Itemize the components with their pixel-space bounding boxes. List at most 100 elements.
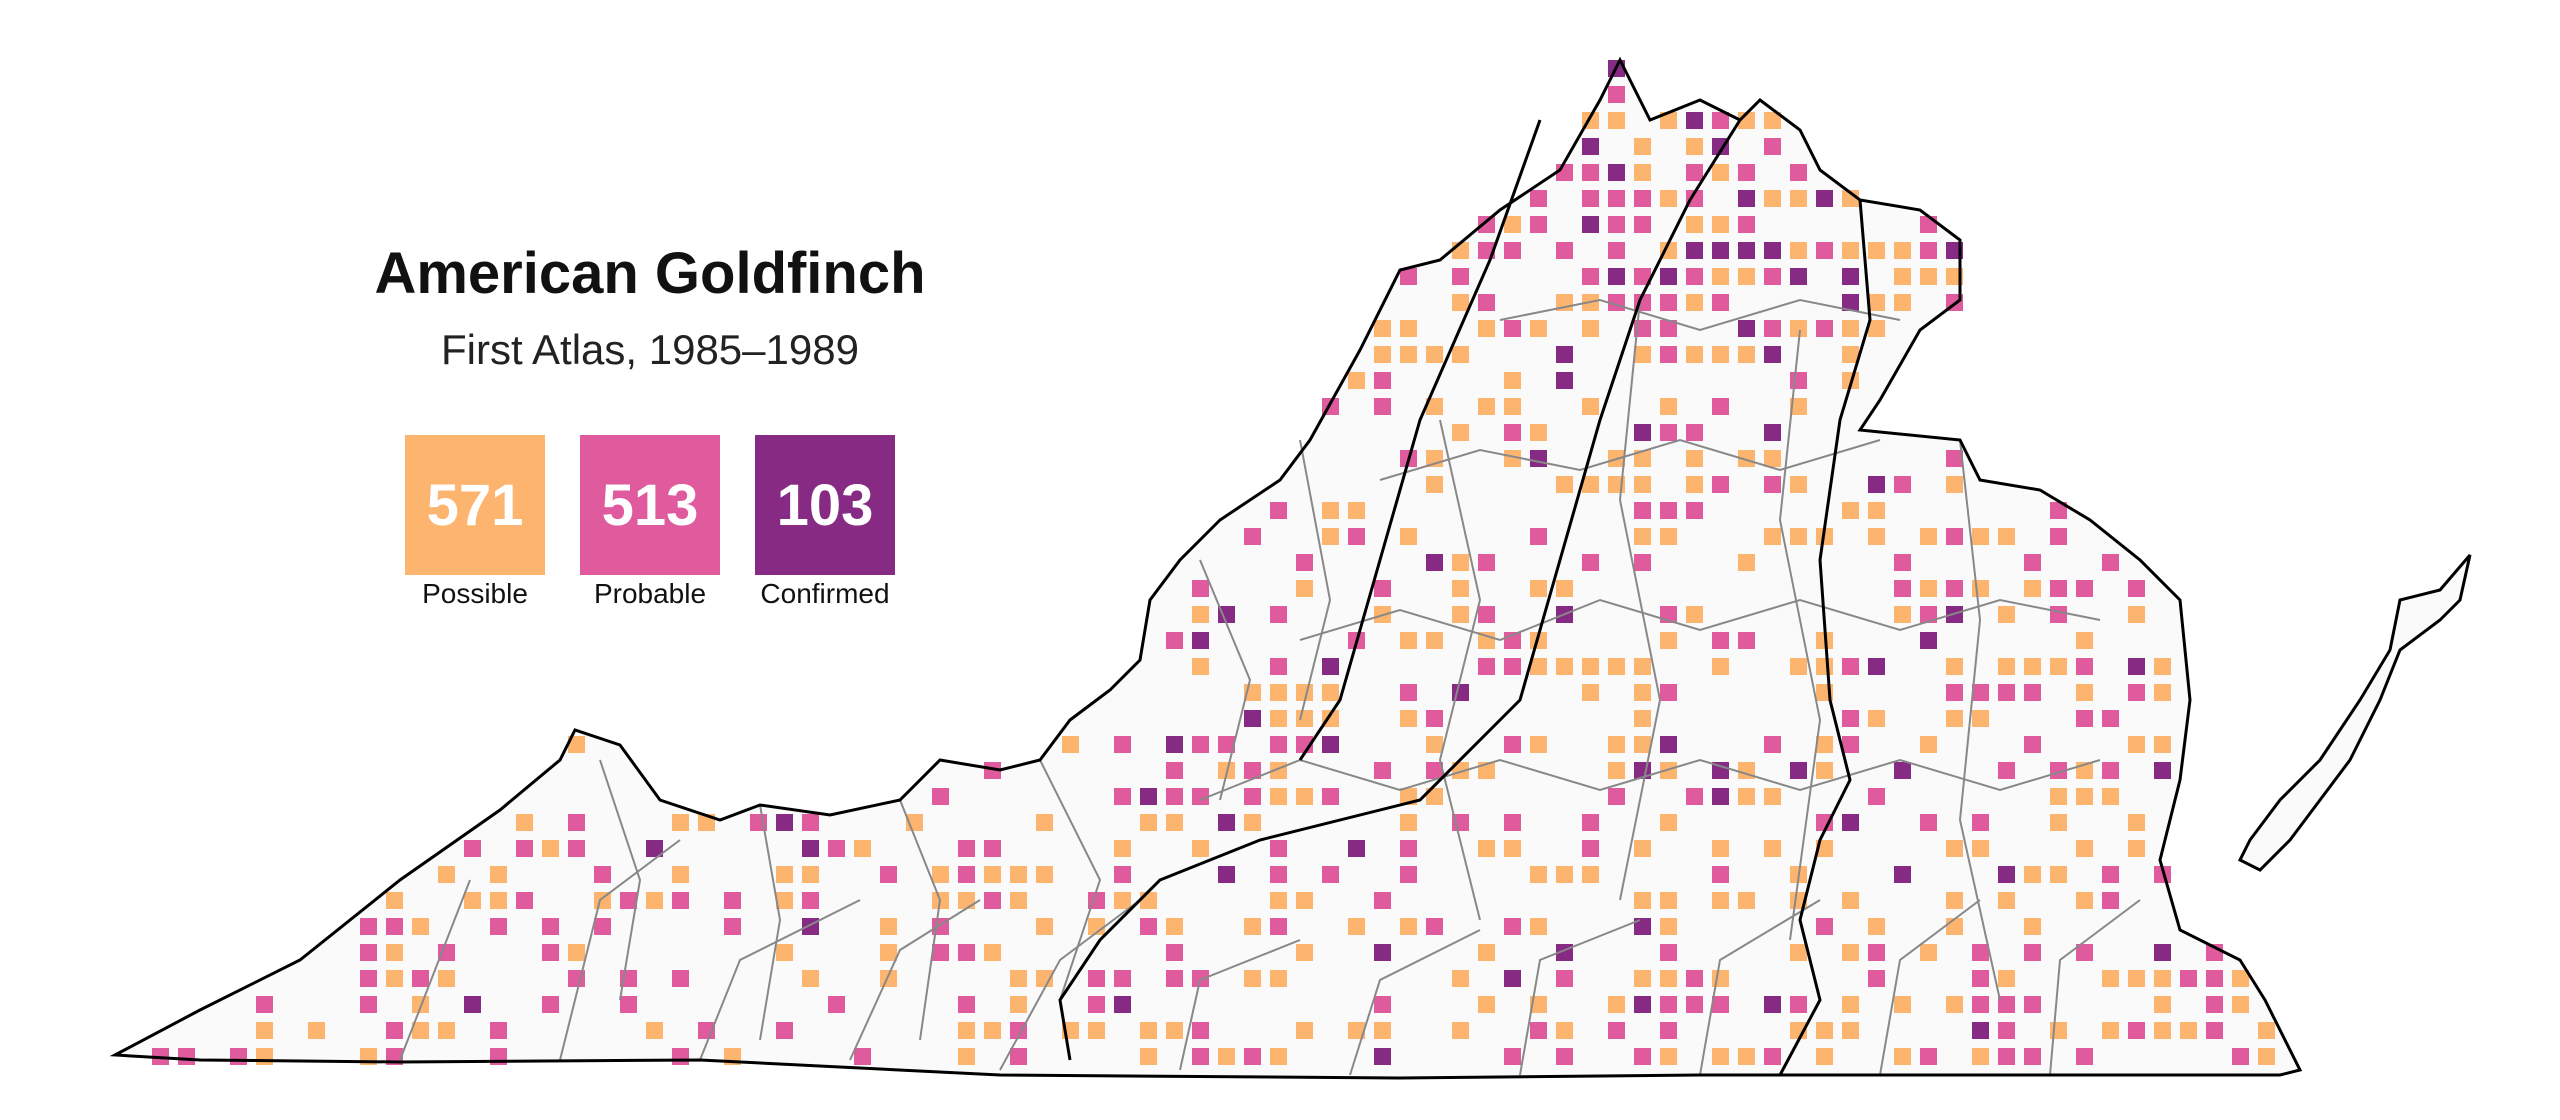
atlas-block	[1660, 892, 1677, 909]
atlas-block	[2128, 684, 2145, 701]
atlas-block	[2128, 970, 2145, 987]
atlas-block	[1322, 658, 1339, 675]
atlas-block	[984, 944, 1001, 961]
atlas-block	[1738, 632, 1755, 649]
probable-count: 513	[601, 472, 699, 538]
atlas-block	[1582, 840, 1599, 857]
atlas-block	[1270, 684, 1287, 701]
atlas-block	[1868, 970, 1885, 987]
atlas-block	[1920, 632, 1937, 649]
atlas-block	[1478, 606, 1495, 623]
atlas-block	[2128, 1022, 2145, 1039]
atlas-block	[1166, 918, 1183, 935]
atlas-block	[1374, 320, 1391, 337]
atlas-block	[1348, 918, 1365, 935]
atlas-block	[2232, 970, 2249, 987]
atlas-block	[958, 892, 975, 909]
atlas-block	[1790, 372, 1807, 389]
atlas-block	[1660, 944, 1677, 961]
atlas-block	[1270, 710, 1287, 727]
atlas-block	[2050, 606, 2067, 623]
atlas-block	[1712, 866, 1729, 883]
atlas-block	[1608, 788, 1625, 805]
atlas-block	[1894, 580, 1911, 597]
atlas-block	[1426, 710, 1443, 727]
atlas-block	[1764, 1048, 1781, 1065]
atlas-block	[1036, 970, 1053, 987]
atlas-block	[1660, 190, 1677, 207]
atlas-block	[1634, 710, 1651, 727]
atlas-block	[1686, 112, 1703, 129]
atlas-block	[2050, 866, 2067, 883]
atlas-block	[1634, 164, 1651, 181]
atlas-block	[932, 866, 949, 883]
atlas-block	[1712, 294, 1729, 311]
atlas-block	[1868, 476, 1885, 493]
possible-count-tile: 571	[405, 435, 545, 575]
atlas-block	[2128, 580, 2145, 597]
atlas-block	[2102, 554, 2119, 571]
atlas-block	[880, 970, 897, 987]
atlas-block	[1738, 216, 1755, 233]
atlas-block	[1530, 580, 1547, 597]
atlas-block	[1920, 580, 1937, 597]
atlas-block	[2154, 762, 2171, 779]
atlas-block	[1790, 944, 1807, 961]
atlas-block	[1582, 190, 1599, 207]
atlas-block	[2076, 684, 2093, 701]
atlas-block	[1790, 762, 1807, 779]
atlas-block	[2128, 658, 2145, 675]
atlas-block	[1920, 528, 1937, 545]
atlas-block	[958, 840, 975, 857]
atlas-block	[1374, 996, 1391, 1013]
atlas-block	[1842, 268, 1859, 285]
atlas-block	[1998, 528, 2015, 545]
atlas-block	[1894, 762, 1911, 779]
atlas-block	[1712, 346, 1729, 363]
atlas-block	[1582, 216, 1599, 233]
atlas-block	[1530, 1022, 1547, 1039]
atlas-block	[1140, 1022, 1157, 1039]
atlas-block	[1192, 840, 1209, 857]
atlas-block-grid	[152, 60, 2275, 1065]
atlas-block	[1270, 918, 1287, 935]
atlas-block	[1894, 996, 1911, 1013]
atlas-block	[1504, 918, 1521, 935]
atlas-block	[1920, 606, 1937, 623]
atlas-block	[1634, 554, 1651, 571]
atlas-block	[1452, 268, 1469, 285]
atlas-block	[1816, 320, 1833, 337]
atlas-block	[1868, 918, 1885, 935]
atlas-block	[386, 944, 403, 961]
atlas-block	[1400, 814, 1417, 831]
atlas-block	[256, 1022, 273, 1039]
atlas-block	[1582, 658, 1599, 675]
atlas-block	[1894, 476, 1911, 493]
atlas-block	[1582, 138, 1599, 155]
atlas-block	[1062, 736, 1079, 753]
atlas-block	[412, 1022, 429, 1039]
atlas-block	[2102, 866, 2119, 883]
atlas-block	[2076, 944, 2093, 961]
atlas-block	[1894, 866, 1911, 883]
atlas-block	[1816, 814, 1833, 831]
atlas-block	[1634, 216, 1651, 233]
atlas-block	[1686, 346, 1703, 363]
atlas-block	[516, 892, 533, 909]
atlas-block	[2102, 1022, 2119, 1039]
atlas-block	[1270, 866, 1287, 883]
atlas-block	[2206, 1022, 2223, 1039]
atlas-block	[1270, 970, 1287, 987]
atlas-block	[1920, 1048, 1937, 1065]
atlas-block	[1504, 450, 1521, 467]
atlas-block	[1582, 866, 1599, 883]
atlas-block	[1608, 1022, 1625, 1039]
atlas-block	[1894, 606, 1911, 623]
atlas-block	[2076, 580, 2093, 597]
atlas-block	[1946, 684, 1963, 701]
atlas-block	[1504, 970, 1521, 987]
atlas-block	[1790, 476, 1807, 493]
atlas-block	[1192, 658, 1209, 675]
atlas-block	[1244, 528, 1261, 545]
atlas-block	[1426, 788, 1443, 805]
